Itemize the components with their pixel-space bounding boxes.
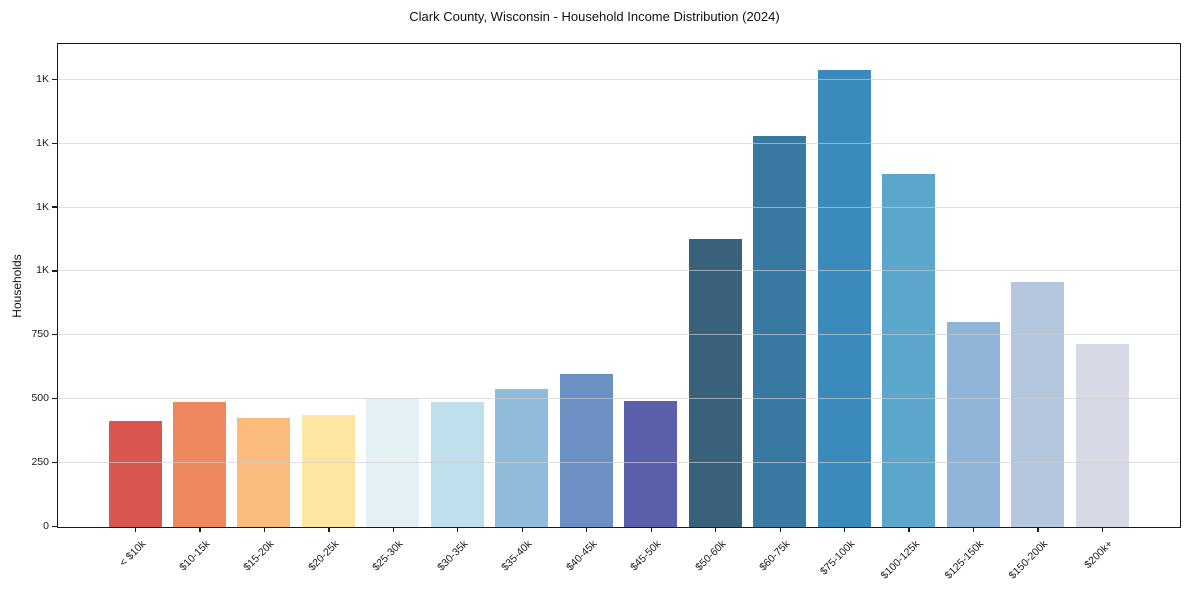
y-tick-label: 250 <box>31 456 49 469</box>
y-tick-label: 0 <box>43 520 49 532</box>
x-tick-label: $50-60k <box>692 538 729 574</box>
y-tick-mark <box>52 206 57 208</box>
x-tick-mark <box>263 527 266 532</box>
y-tick-label: 750 <box>31 328 49 341</box>
x-tick-label: $45-50k <box>628 538 664 574</box>
x-tick-mark <box>521 527 523 532</box>
y-tick-mark <box>52 525 57 528</box>
x-tick-mark <box>1037 527 1039 532</box>
x-tick-label: $10-15k <box>177 538 213 574</box>
x-tick-label: $15-20k <box>241 538 277 574</box>
x-tick-label: $200k+ <box>1081 538 1116 572</box>
x-tick-label: $125-150k <box>942 538 987 582</box>
bar-$200k+ <box>1075 343 1129 527</box>
bar-$20-25k <box>301 415 355 527</box>
bar-$45-50k <box>624 400 678 527</box>
gridline <box>58 462 1180 464</box>
y-tick-label: 1K <box>36 72 49 85</box>
x-tick-mark <box>134 527 137 532</box>
x-tick-label: $75-100k <box>817 538 858 578</box>
x-tick-mark <box>392 527 395 532</box>
chart-title: Clark County, Wisconsin - Household Inco… <box>409 9 780 24</box>
x-tick-label: $35-40k <box>499 538 535 574</box>
bar-$75-100k <box>817 69 871 527</box>
x-tick-mark <box>908 527 910 532</box>
bar-$150-200k <box>1011 281 1065 527</box>
gridline <box>58 78 1180 80</box>
y-tick-label: 1K <box>36 200 49 213</box>
y-tick-mark <box>52 142 57 144</box>
y-tick-mark <box>52 78 57 80</box>
x-tick-label: $60-75k <box>757 538 793 574</box>
plot-area <box>57 43 1181 528</box>
gridline <box>58 270 1180 272</box>
y-tick-mark <box>52 270 57 272</box>
y-tick-mark <box>52 334 57 336</box>
x-tick-mark <box>844 527 846 532</box>
x-tick-mark <box>1101 527 1104 532</box>
bar-$35-40k <box>495 388 549 527</box>
bar-$125-150k <box>946 321 1000 527</box>
x-tick-label: < $10k <box>116 538 148 569</box>
x-tick-label: $30-35k <box>435 538 471 574</box>
x-tick-mark <box>972 527 975 532</box>
bar-$10-15k <box>172 401 226 527</box>
x-tick-mark <box>199 527 201 532</box>
x-tick-label: $20-25k <box>306 538 342 574</box>
gridline <box>58 142 1180 144</box>
bar-$50-60k <box>688 238 742 527</box>
x-tick-mark <box>715 527 717 532</box>
x-tick-mark <box>457 527 459 532</box>
x-tick-mark <box>779 527 781 532</box>
x-tick-mark <box>328 527 330 532</box>
x-tick-label: $40-45k <box>563 538 600 574</box>
y-tick-mark <box>52 462 57 464</box>
bar-$60-75k <box>753 135 807 527</box>
y-tick-label: 500 <box>31 392 49 405</box>
bar-$30-35k <box>430 402 484 527</box>
bar-$15-20k <box>237 418 291 527</box>
bar-< $10k <box>108 420 162 527</box>
y-axis-label: Households <box>10 254 24 318</box>
y-tick-mark <box>52 398 57 400</box>
y-tick-label: 1K <box>36 264 49 277</box>
x-tick-label: $25-30k <box>370 538 406 574</box>
gridline <box>58 334 1180 336</box>
y-tick-label: 1K <box>36 136 49 149</box>
bar-$100-125k <box>882 174 936 527</box>
x-tick-label: $100-125k <box>878 538 922 582</box>
x-tick-mark <box>586 527 588 532</box>
gridline <box>58 206 1180 208</box>
gridline <box>58 398 1180 400</box>
bar-$40-45k <box>559 374 613 527</box>
x-tick-label: $150-200k <box>1006 538 1051 582</box>
x-tick-mark <box>650 527 652 532</box>
